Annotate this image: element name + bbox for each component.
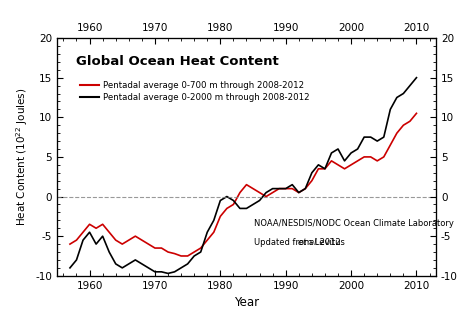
Legend: Pentadal average 0-700 m through 2008-2012, Pentadal average 0-2000 m through 20: Pentadal average 0-700 m through 2008-20… (76, 78, 313, 106)
Y-axis label: Heat Content ($10^{22}$ Joules): Heat Content ($10^{22}$ Joules) (14, 88, 29, 226)
Text: Global Ocean Heat Content: Global Ocean Heat Content (76, 55, 279, 68)
Text: 2012: 2012 (317, 238, 340, 247)
X-axis label: Year: Year (234, 296, 259, 309)
Text: NOAA/NESDIS/NODC Ocean Climate Laboratory: NOAA/NESDIS/NODC Ocean Climate Laborator… (254, 219, 454, 228)
Text: et al.: et al. (298, 238, 319, 247)
Text: Updated from Levitus: Updated from Levitus (254, 238, 347, 247)
